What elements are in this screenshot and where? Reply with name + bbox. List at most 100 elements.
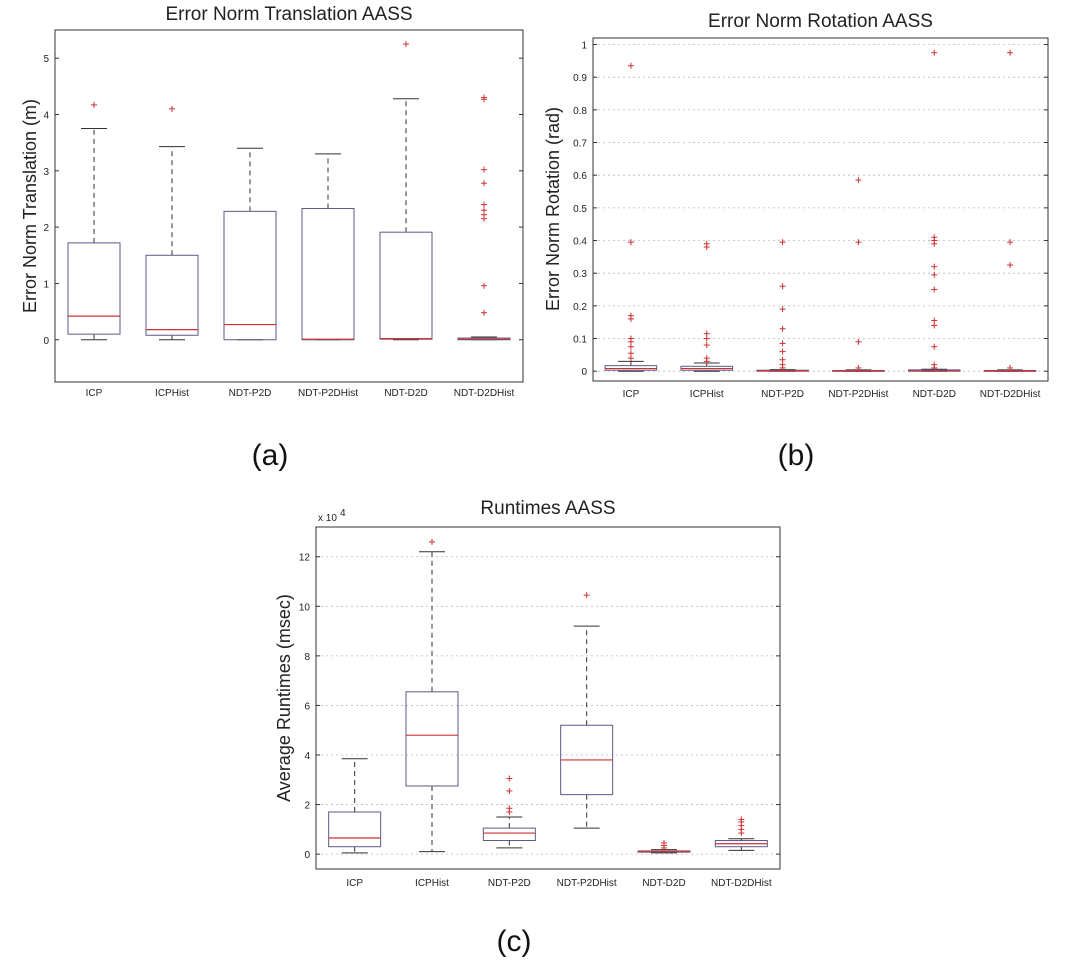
x-tick-label: ICPHist — [690, 389, 724, 400]
outlier-marker — [627, 350, 634, 357]
panel-label-c: (c) — [497, 925, 532, 958]
y-exponent-label: x 10 — [318, 513, 337, 524]
y-tick-label: 0 — [43, 336, 49, 347]
y-tick-label: 6 — [304, 701, 310, 712]
y-tick-label: 2 — [304, 801, 310, 812]
outlier-marker — [481, 201, 487, 208]
outlier-marker — [931, 361, 938, 368]
box-ndt-d2d — [379, 41, 433, 341]
y-tick-label: 3 — [43, 167, 49, 178]
box-ndt-p2dhist — [560, 592, 614, 829]
outlier-marker — [779, 239, 786, 246]
y-tick-label: 8 — [304, 652, 310, 663]
outlier-marker — [583, 592, 590, 599]
outlier-marker — [703, 330, 710, 337]
iqr-box — [482, 827, 536, 842]
x-tick-label: NDT-P2DHist — [557, 878, 617, 889]
y-tick-label: 0.3 — [573, 269, 587, 280]
outlier-marker — [931, 343, 938, 350]
outlier-marker — [779, 340, 786, 347]
iqr-box — [328, 811, 382, 848]
box-ndt-p2dhist — [832, 177, 885, 372]
x-tick-label: NDT-D2DHist — [980, 389, 1041, 400]
outlier-marker — [627, 239, 634, 246]
y-tick-label: 0 — [581, 367, 587, 378]
outlier-marker — [1007, 262, 1014, 269]
outlier-marker — [855, 239, 862, 246]
outlier-marker — [403, 41, 409, 48]
x-tick-label: ICP — [346, 878, 363, 889]
box-ndt-d2dhist — [714, 816, 768, 851]
y-tick-label: 0.7 — [573, 139, 587, 150]
outlier-marker — [481, 166, 487, 173]
y-tick-label: 0 — [304, 850, 310, 861]
outlier-marker — [627, 335, 634, 342]
plot-frame — [315, 526, 781, 870]
outlier-marker — [1007, 364, 1014, 371]
box-ndt-p2dhist — [301, 153, 355, 341]
outlier-marker — [169, 105, 175, 112]
x-tick-label: NDT-D2D — [642, 878, 685, 889]
outlier-marker — [779, 325, 786, 332]
outlier-marker — [931, 263, 938, 270]
x-tick-label: ICP — [86, 388, 103, 399]
outlier-marker — [779, 306, 786, 313]
y-tick-label: 1 — [581, 41, 587, 52]
outlier-marker — [931, 317, 938, 324]
outlier-marker — [931, 286, 938, 293]
outlier-marker — [1007, 239, 1014, 246]
y-exponent-power: 4 — [340, 508, 346, 519]
plot-frame — [54, 29, 524, 383]
outlier-marker — [627, 312, 634, 319]
iqr-box — [405, 691, 459, 787]
y-tick-label: 0.1 — [573, 335, 587, 346]
outlier-marker — [661, 839, 667, 846]
box-ndt-d2d — [907, 49, 961, 372]
y-tick-label: 0.2 — [573, 302, 587, 313]
chart-title: Runtimes AASS — [480, 498, 615, 519]
y-tick-label: 0.4 — [573, 237, 587, 248]
outlier-marker — [855, 177, 862, 184]
y-tick-label: 0.9 — [573, 73, 587, 84]
y-axis-label: Average Runtimes (msec) — [274, 594, 294, 802]
x-tick-label: NDT-P2DHist — [828, 389, 888, 400]
outlier-marker — [481, 282, 487, 289]
box-icp — [328, 758, 382, 854]
outlier-marker — [506, 805, 513, 812]
x-tick-label: NDT-P2DHist — [298, 388, 358, 399]
y-tick-label: 0.5 — [573, 204, 587, 215]
x-tick-label: ICPHist — [155, 388, 189, 399]
outlier-marker — [703, 240, 710, 247]
box-ndt-d2dhist — [983, 49, 1037, 372]
outlier-marker — [738, 816, 745, 823]
outlier-marker — [855, 338, 862, 345]
box-icphist — [405, 538, 459, 853]
y-tick-label: 5 — [43, 54, 49, 65]
x-tick-label: NDT-D2D — [913, 389, 956, 400]
x-tick-label: NDT-D2D — [384, 388, 427, 399]
y-axis-label: Error Norm Rotation (rad) — [543, 107, 563, 311]
box-ndt-d2d — [637, 839, 691, 854]
outlier-marker — [1007, 49, 1014, 56]
x-tick-label: ICP — [623, 389, 640, 400]
outlier-marker — [779, 348, 786, 355]
iqr-box — [604, 365, 658, 371]
outlier-marker — [779, 356, 786, 363]
x-tick-label: NDT-P2D — [229, 388, 272, 399]
box-icphist — [145, 105, 199, 341]
outlier-marker — [931, 234, 938, 241]
panel-label-b: (b) — [778, 439, 815, 472]
box-icp — [67, 101, 121, 341]
iqr-box — [301, 208, 355, 341]
y-tick-label: 4 — [304, 751, 310, 762]
outlier-marker — [506, 775, 513, 782]
outlier-marker — [506, 787, 513, 794]
x-tick-label: NDT-P2D — [488, 878, 531, 889]
outlier-marker — [91, 101, 97, 108]
y-tick-label: 0.6 — [573, 171, 587, 182]
box-icp — [604, 62, 658, 372]
iqr-box — [145, 254, 199, 336]
y-tick-label: 12 — [299, 553, 311, 564]
